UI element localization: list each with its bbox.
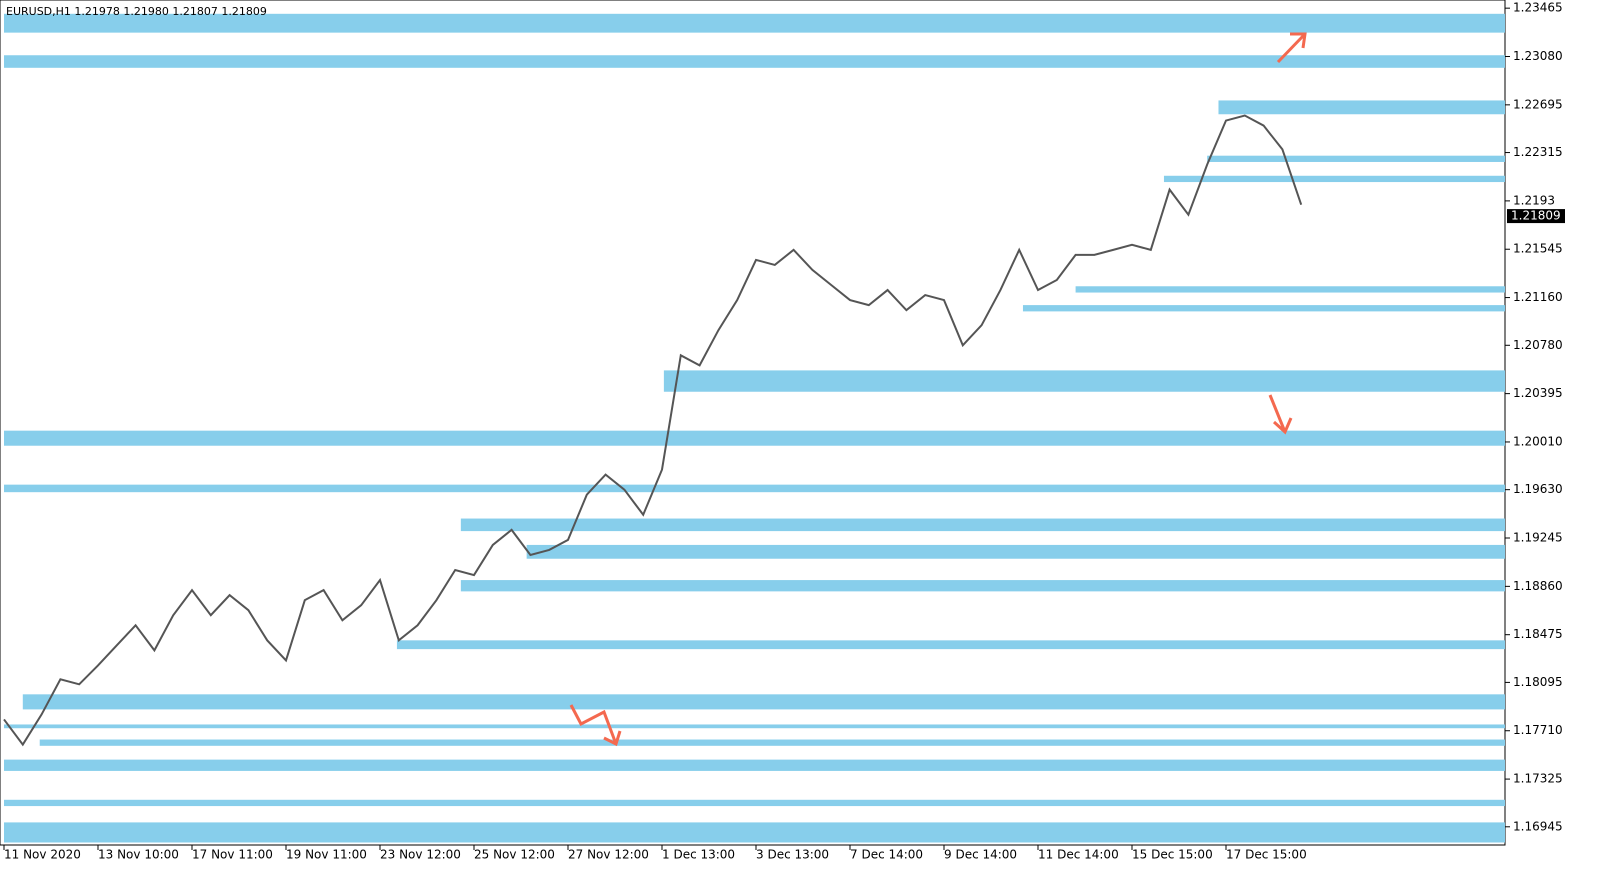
y-tick-label: 1.18095: [1513, 675, 1563, 689]
x-tick-label: 13 Nov 10:00: [98, 848, 179, 862]
y-tick-label: 1.23465: [1513, 1, 1563, 15]
y-tick-label: 1.21160: [1513, 290, 1563, 304]
zone: [663, 370, 1505, 392]
x-tick-label: 17 Nov 11:00: [192, 848, 273, 862]
y-tick-label: 1.22315: [1513, 145, 1563, 159]
annotation-arrows: [569, 32, 1307, 747]
zone: [1207, 155, 1505, 162]
x-tick-label: 7 Dec 14:00: [850, 848, 923, 862]
chart-title: EURUSD,H1 1.21978 1.21980 1.21807 1.2180…: [6, 5, 267, 18]
zone: [4, 484, 1505, 493]
zone: [4, 799, 1505, 807]
x-tick-label: 19 Nov 11:00: [286, 848, 367, 862]
x-tick-label: 3 Dec 13:00: [756, 848, 829, 862]
arrow-zigzag: [569, 704, 622, 747]
y-tick-label: 1.18475: [1513, 627, 1563, 641]
price-line: [3, 114, 1303, 747]
y-tick-label: 1.20010: [1513, 434, 1563, 448]
arrow-down: [1268, 394, 1293, 435]
y-tick-label: 1.17710: [1513, 723, 1563, 737]
last-price-box: [1507, 209, 1565, 224]
x-tick-label: 11 Dec 14:00: [1038, 848, 1119, 862]
zone: [39, 739, 1506, 746]
y-tick-label: 1.17325: [1513, 772, 1563, 786]
zone: [1075, 286, 1505, 293]
zone: [460, 518, 1506, 532]
y-tick-label: 1.2193: [1513, 193, 1555, 207]
y-tick-label: 1.20395: [1513, 386, 1563, 400]
zone: [526, 544, 1505, 559]
zone: [4, 724, 1505, 729]
plot-frame: [0, 0, 1506, 846]
zone: [4, 55, 1505, 68]
x-tick-label: 23 Nov 12:00: [380, 848, 461, 862]
zone: [4, 822, 1505, 843]
y-tick-label: 1.19245: [1513, 531, 1563, 545]
zone: [460, 580, 1506, 592]
x-tick-label: 17 Dec 15:00: [1226, 848, 1307, 862]
zone: [4, 759, 1505, 771]
y-tick-label: 1.19630: [1513, 482, 1563, 496]
y-tick-label: 1.22695: [1513, 97, 1563, 111]
y-tick-label: 1.16945: [1513, 819, 1563, 833]
y-tick-label: 1.18860: [1513, 579, 1563, 593]
zone: [22, 694, 1505, 710]
last-price-label: 1.21809: [1511, 209, 1561, 223]
zone: [4, 13, 1505, 33]
y-tick-label: 1.20780: [1513, 338, 1563, 352]
zone: [396, 640, 1505, 650]
x-tick-label: 1 Dec 13:00: [662, 848, 735, 862]
zone: [1163, 175, 1505, 183]
zone: [1022, 305, 1505, 312]
zone: [1218, 100, 1505, 115]
y-tick-label: 1.21545: [1513, 242, 1563, 256]
x-tick-label: 27 Nov 12:00: [568, 848, 649, 862]
x-tick-label: 11 Nov 2020: [4, 848, 81, 862]
x-tick-label: 25 Nov 12:00: [474, 848, 555, 862]
zone: [4, 430, 1505, 446]
x-tick-label: 9 Dec 14:00: [944, 848, 1017, 862]
arrow-up: [1276, 32, 1307, 64]
y-tick-label: 1.23080: [1513, 49, 1563, 63]
x-tick-label: 15 Dec 15:00: [1132, 848, 1213, 862]
